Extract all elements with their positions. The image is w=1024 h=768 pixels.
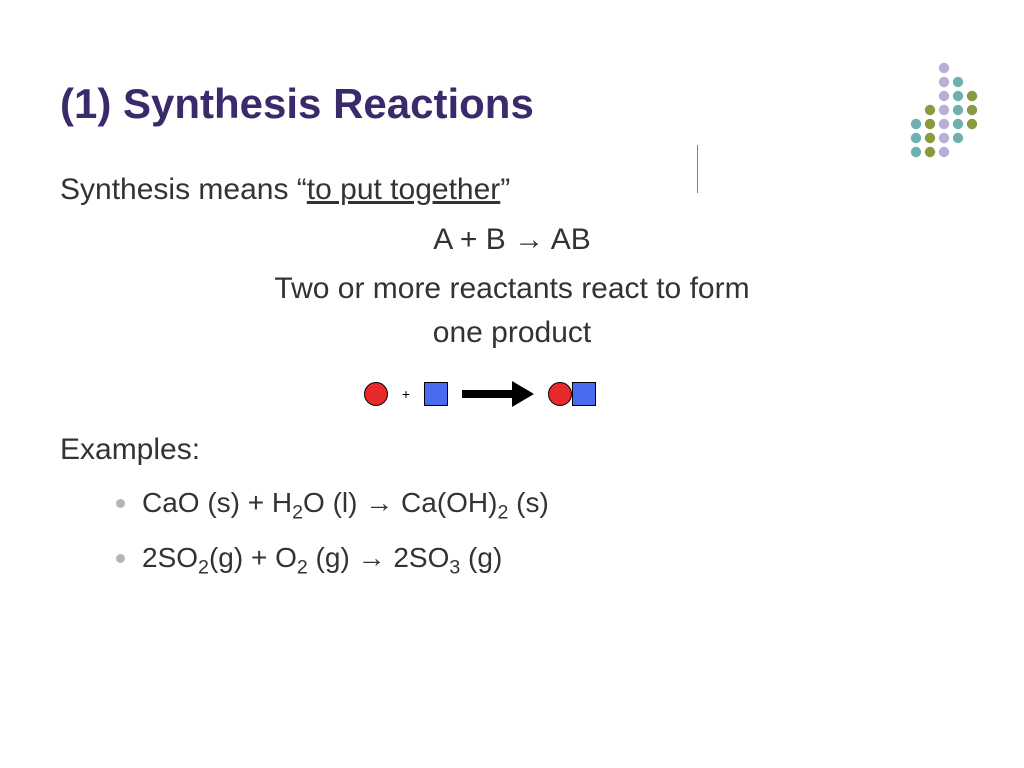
product-combo: [548, 382, 596, 406]
reaction-arrow-icon: [462, 385, 534, 403]
slide-title: (1) Synthesis Reactions: [60, 80, 964, 128]
subscript: 2: [198, 557, 209, 579]
quote-close: ”: [500, 173, 510, 206]
description-line-2: one product: [60, 311, 964, 355]
subscript: 2: [497, 501, 508, 523]
formula-text: O (l) → Ca(OH): [303, 487, 497, 518]
general-formula: A + B → AB: [60, 218, 964, 262]
definition-line: Synthesis means “to put together”: [60, 168, 964, 212]
title-separator-line: [697, 145, 698, 193]
product-circle-icon: [548, 382, 572, 406]
corner-dots-decor: [882, 58, 992, 168]
reactant-circle-icon: [364, 382, 388, 406]
plus-symbol: +: [402, 384, 410, 404]
slide-content: Synthesis means “to put together” A + B …: [60, 168, 964, 583]
subscript: 2: [292, 501, 303, 523]
formula-text: (s): [508, 487, 548, 518]
product-square-icon: [572, 382, 596, 406]
subscript: 3: [449, 557, 460, 579]
formula-text: (g) + O: [209, 542, 297, 573]
formula-text: (g): [460, 542, 502, 573]
synthesis-diagram: +: [300, 382, 660, 406]
definition-prefix: Synthesis means: [60, 173, 297, 206]
examples-list: CaO (s) + H2O (l) → Ca(OH)2 (s) 2SO2(g) …: [60, 482, 964, 584]
quote-open: “: [297, 173, 307, 206]
examples-heading: Examples:: [60, 428, 964, 472]
slide-container: (1) Synthesis Reactions Synthesis means …: [0, 0, 1024, 633]
description-line-1: Two or more reactants react to form: [60, 267, 964, 311]
formula-text: (g) → 2SO: [308, 542, 450, 573]
definition-underlined: to put together: [307, 173, 500, 206]
example-item: 2SO2(g) + O2 (g) → 2SO3 (g): [116, 537, 964, 583]
formula-text: CaO (s) + H: [142, 487, 292, 518]
reactant-square-icon: [424, 382, 448, 406]
formula-text: 2SO: [142, 542, 198, 573]
example-item: CaO (s) + H2O (l) → Ca(OH)2 (s): [116, 482, 964, 528]
subscript: 2: [297, 557, 308, 579]
